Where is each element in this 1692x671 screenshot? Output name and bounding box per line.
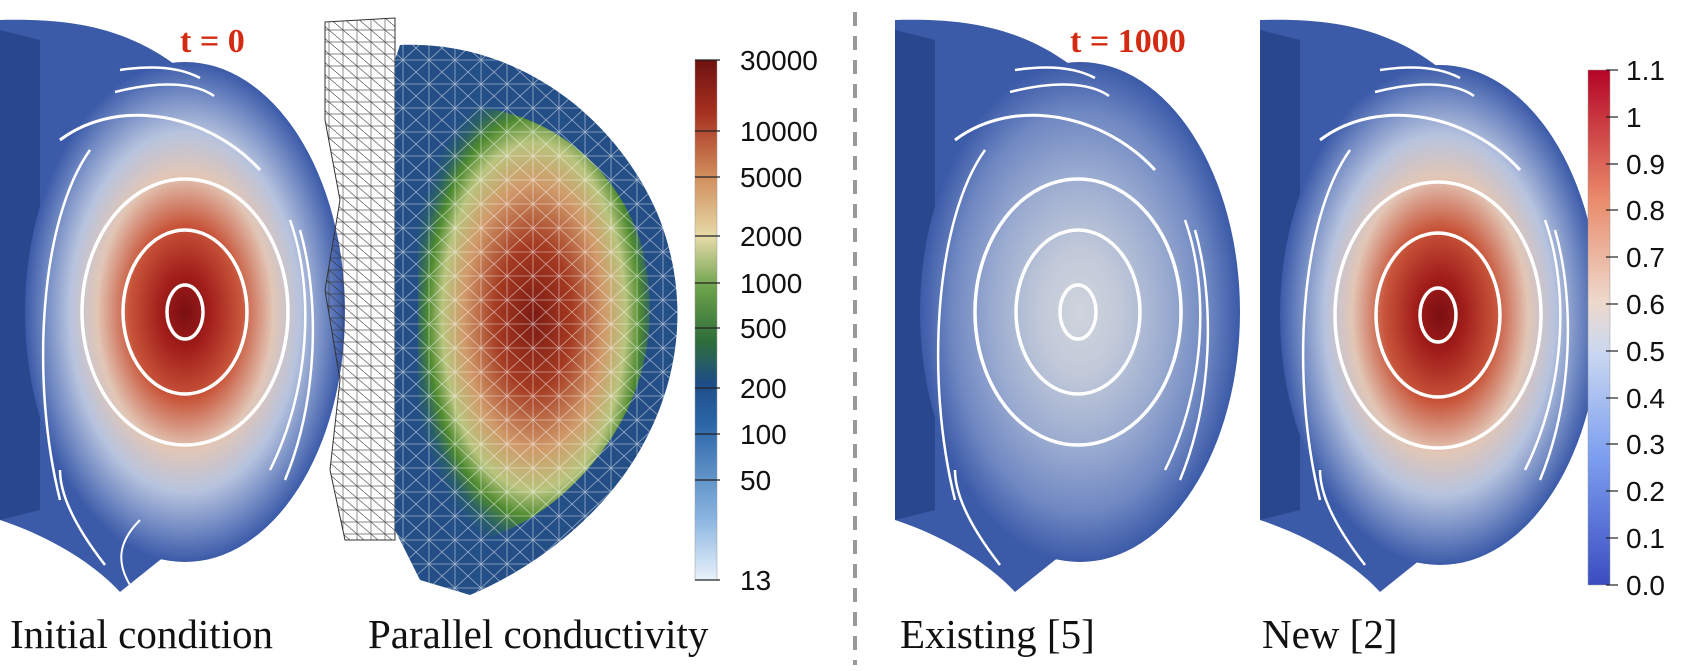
time-label-t0: t = 0 <box>180 23 245 60</box>
tick-50: 50 <box>740 465 771 496</box>
tick-0.3: 0.3 <box>1626 429 1665 460</box>
tick-1: 1 <box>1626 102 1642 133</box>
tick-5000: 5000 <box>740 162 802 193</box>
conductivity-colorbar <box>694 59 718 581</box>
flux-surfaces <box>41 66 315 586</box>
wireframe-coils <box>324 17 396 541</box>
tick-100: 100 <box>740 419 787 450</box>
tick-10000: 10000 <box>740 116 818 147</box>
value-colorbar <box>1587 69 1611 586</box>
conductivity-colorbar-ticks <box>695 59 720 581</box>
caption-existing: Existing [5] <box>900 611 1095 657</box>
conductivity-colorbar-labels: 30000 10000 5000 2000 1000 500 200 100 5… <box>740 45 818 596</box>
panel-existing: t = 1000 Existing [5] <box>895 19 1240 657</box>
panel-parallel-conductivity: 30000 10000 5000 2000 1000 500 200 100 5… <box>324 17 818 657</box>
tick-0.8: 0.8 <box>1626 195 1665 226</box>
vessel-inner-shadow <box>0 30 40 520</box>
flux-surfaces <box>1301 66 1570 566</box>
flux-surfaces <box>936 66 1210 566</box>
tick-0.7: 0.7 <box>1626 242 1665 273</box>
tick-1000: 1000 <box>740 268 802 299</box>
tick-0.4: 0.4 <box>1626 383 1665 414</box>
caption-new: New [2] <box>1262 611 1397 657</box>
value-colorbar-ticks <box>1606 69 1618 586</box>
tick-500: 500 <box>740 313 787 344</box>
plasma-core <box>1280 65 1600 565</box>
tick-0.2: 0.2 <box>1626 476 1665 507</box>
vessel-inner-shadow <box>895 30 935 520</box>
value-colorbar-labels: 1.1 1 0.9 0.8 0.7 0.6 0.5 0.4 0.3 0.2 0.… <box>1626 55 1665 601</box>
tick-0.1: 0.1 <box>1626 523 1665 554</box>
panel-initial-condition: t = 0 Initial condition <box>0 19 345 657</box>
tick-1.1: 1.1 <box>1626 55 1665 86</box>
tick-13: 13 <box>740 565 771 596</box>
plasma-core <box>920 62 1240 562</box>
tick-0.5: 0.5 <box>1626 336 1665 367</box>
tick-2000: 2000 <box>740 221 802 252</box>
tick-0.0: 0.0 <box>1626 570 1665 601</box>
tick-200: 200 <box>740 373 787 404</box>
caption-parallel-conductivity: Parallel conductivity <box>368 611 709 657</box>
tick-0.6: 0.6 <box>1626 289 1665 320</box>
tick-30000: 30000 <box>740 45 818 76</box>
panel-new: 1.1 1 0.9 0.8 0.7 0.6 0.5 0.4 0.3 0.2 0.… <box>1260 19 1665 657</box>
tick-0.9: 0.9 <box>1626 149 1665 180</box>
time-label-t1000: t = 1000 <box>1070 23 1186 60</box>
plasma-core <box>25 62 345 562</box>
finite-element-mesh <box>395 44 678 596</box>
caption-initial-condition: Initial condition <box>10 611 273 657</box>
